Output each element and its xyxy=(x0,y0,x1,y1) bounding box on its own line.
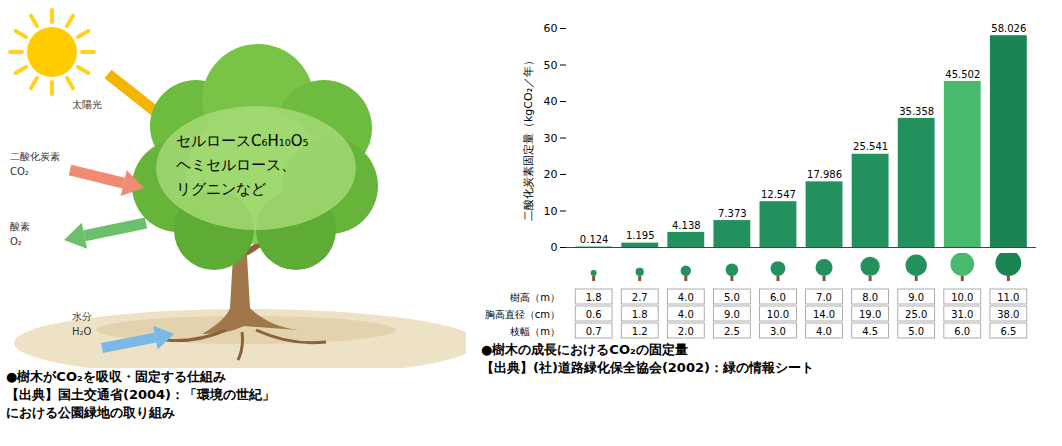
svg-text:35.358: 35.358 xyxy=(899,106,934,117)
svg-text:2.7: 2.7 xyxy=(632,292,648,303)
svg-text:58.026: 58.026 xyxy=(991,23,1026,34)
svg-text:O₂: O₂ xyxy=(10,236,22,247)
svg-text:1.195: 1.195 xyxy=(626,230,655,241)
svg-text:胸高直径（cm）: 胸高直径（cm） xyxy=(485,309,560,320)
svg-text:6.0: 6.0 xyxy=(770,292,786,303)
svg-text:0.6: 0.6 xyxy=(586,309,602,320)
svg-text:7.373: 7.373 xyxy=(718,208,747,219)
svg-text:10.0: 10.0 xyxy=(767,309,789,320)
svg-text:8.0: 8.0 xyxy=(862,292,878,303)
html-text:【出典】国土交通省(2004)：「環境の世紀」: 【出典】国土交通省(2004)：「環境の世紀」 xyxy=(6,387,276,402)
html-text:【出典】(社)道路緑化保全協会(2002)：緑の情報シート: 【出典】(社)道路緑化保全協会(2002)：緑の情報シート xyxy=(481,360,814,375)
svg-text:7.0: 7.0 xyxy=(816,292,832,303)
svg-text:40: 40 xyxy=(544,95,558,108)
html-text:●樹木の成長におけるCO₂の固定量: ●樹木の成長におけるCO₂の固定量 xyxy=(481,342,688,357)
svg-text:セルロースC₆H₁₀O₅: セルロースC₆H₁₀O₅ xyxy=(176,132,309,150)
svg-text:20: 20 xyxy=(544,168,558,181)
svg-text:12.547: 12.547 xyxy=(761,189,796,200)
svg-text:25.0: 25.0 xyxy=(905,309,927,320)
svg-text:1.2: 1.2 xyxy=(632,326,648,337)
svg-text:25.541: 25.541 xyxy=(853,141,888,152)
svg-text:5.0: 5.0 xyxy=(908,326,924,337)
svg-text:10: 10 xyxy=(544,205,558,218)
svg-text:樹高（m）: 樹高（m） xyxy=(510,292,560,303)
svg-text:60: 60 xyxy=(544,22,558,35)
svg-text:45.502: 45.502 xyxy=(945,69,980,80)
svg-text:9.0: 9.0 xyxy=(724,309,740,320)
svg-text:14.0: 14.0 xyxy=(813,309,835,320)
svg-text:1.8: 1.8 xyxy=(586,292,602,303)
svg-text:4.138: 4.138 xyxy=(672,220,701,231)
svg-text:6.5: 6.5 xyxy=(1000,326,1016,337)
svg-text:0.124: 0.124 xyxy=(580,234,609,245)
html-text:における公園緑地の取り組み: における公園緑地の取り組み xyxy=(6,405,175,420)
svg-text:38.0: 38.0 xyxy=(997,309,1019,320)
svg-text:4.0: 4.0 xyxy=(678,292,694,303)
svg-text:10.0: 10.0 xyxy=(951,292,973,303)
svg-text:6.0: 6.0 xyxy=(954,326,970,337)
svg-text:酸素: 酸素 xyxy=(10,221,30,232)
svg-text:9.0: 9.0 xyxy=(908,292,924,303)
svg-text:31.0: 31.0 xyxy=(951,309,973,320)
svg-text:19.0: 19.0 xyxy=(859,309,881,320)
svg-text:4.0: 4.0 xyxy=(816,326,832,337)
svg-text:5.0: 5.0 xyxy=(724,292,740,303)
svg-text:0.7: 0.7 xyxy=(586,326,602,337)
svg-text:二酸化炭素: 二酸化炭素 xyxy=(10,151,60,162)
svg-text:CO₂: CO₂ xyxy=(10,166,29,177)
svg-text:0: 0 xyxy=(551,241,558,253)
svg-text:17.986: 17.986 xyxy=(807,169,842,180)
svg-text:リグニンなど: リグニンなど xyxy=(176,180,266,198)
svg-text:枝幅（m）: 枝幅（m） xyxy=(509,326,560,337)
svg-text:太陽光: 太陽光 xyxy=(72,99,102,110)
svg-text:2.5: 2.5 xyxy=(724,326,740,337)
html-text:●樹木がCO₂を吸収・固定する仕組み: ●樹木がCO₂を吸収・固定する仕組み xyxy=(6,369,226,384)
svg-text:2.0: 2.0 xyxy=(678,326,694,337)
svg-text:4.0: 4.0 xyxy=(678,309,694,320)
svg-text:50: 50 xyxy=(544,59,558,72)
svg-text:二酸化炭素固定量（kgCO₂／年）: 二酸化炭素固定量（kgCO₂／年） xyxy=(522,55,535,221)
svg-text:水分: 水分 xyxy=(72,311,92,322)
svg-text:1.8: 1.8 xyxy=(632,309,648,320)
svg-text:11.0: 11.0 xyxy=(997,292,1019,303)
svg-text:ヘミセルロース、: ヘミセルロース、 xyxy=(176,156,296,174)
svg-text:3.0: 3.0 xyxy=(770,326,786,337)
svg-text:4.5: 4.5 xyxy=(862,326,878,337)
svg-text:30: 30 xyxy=(544,132,558,145)
svg-text:H₂O: H₂O xyxy=(72,326,92,337)
